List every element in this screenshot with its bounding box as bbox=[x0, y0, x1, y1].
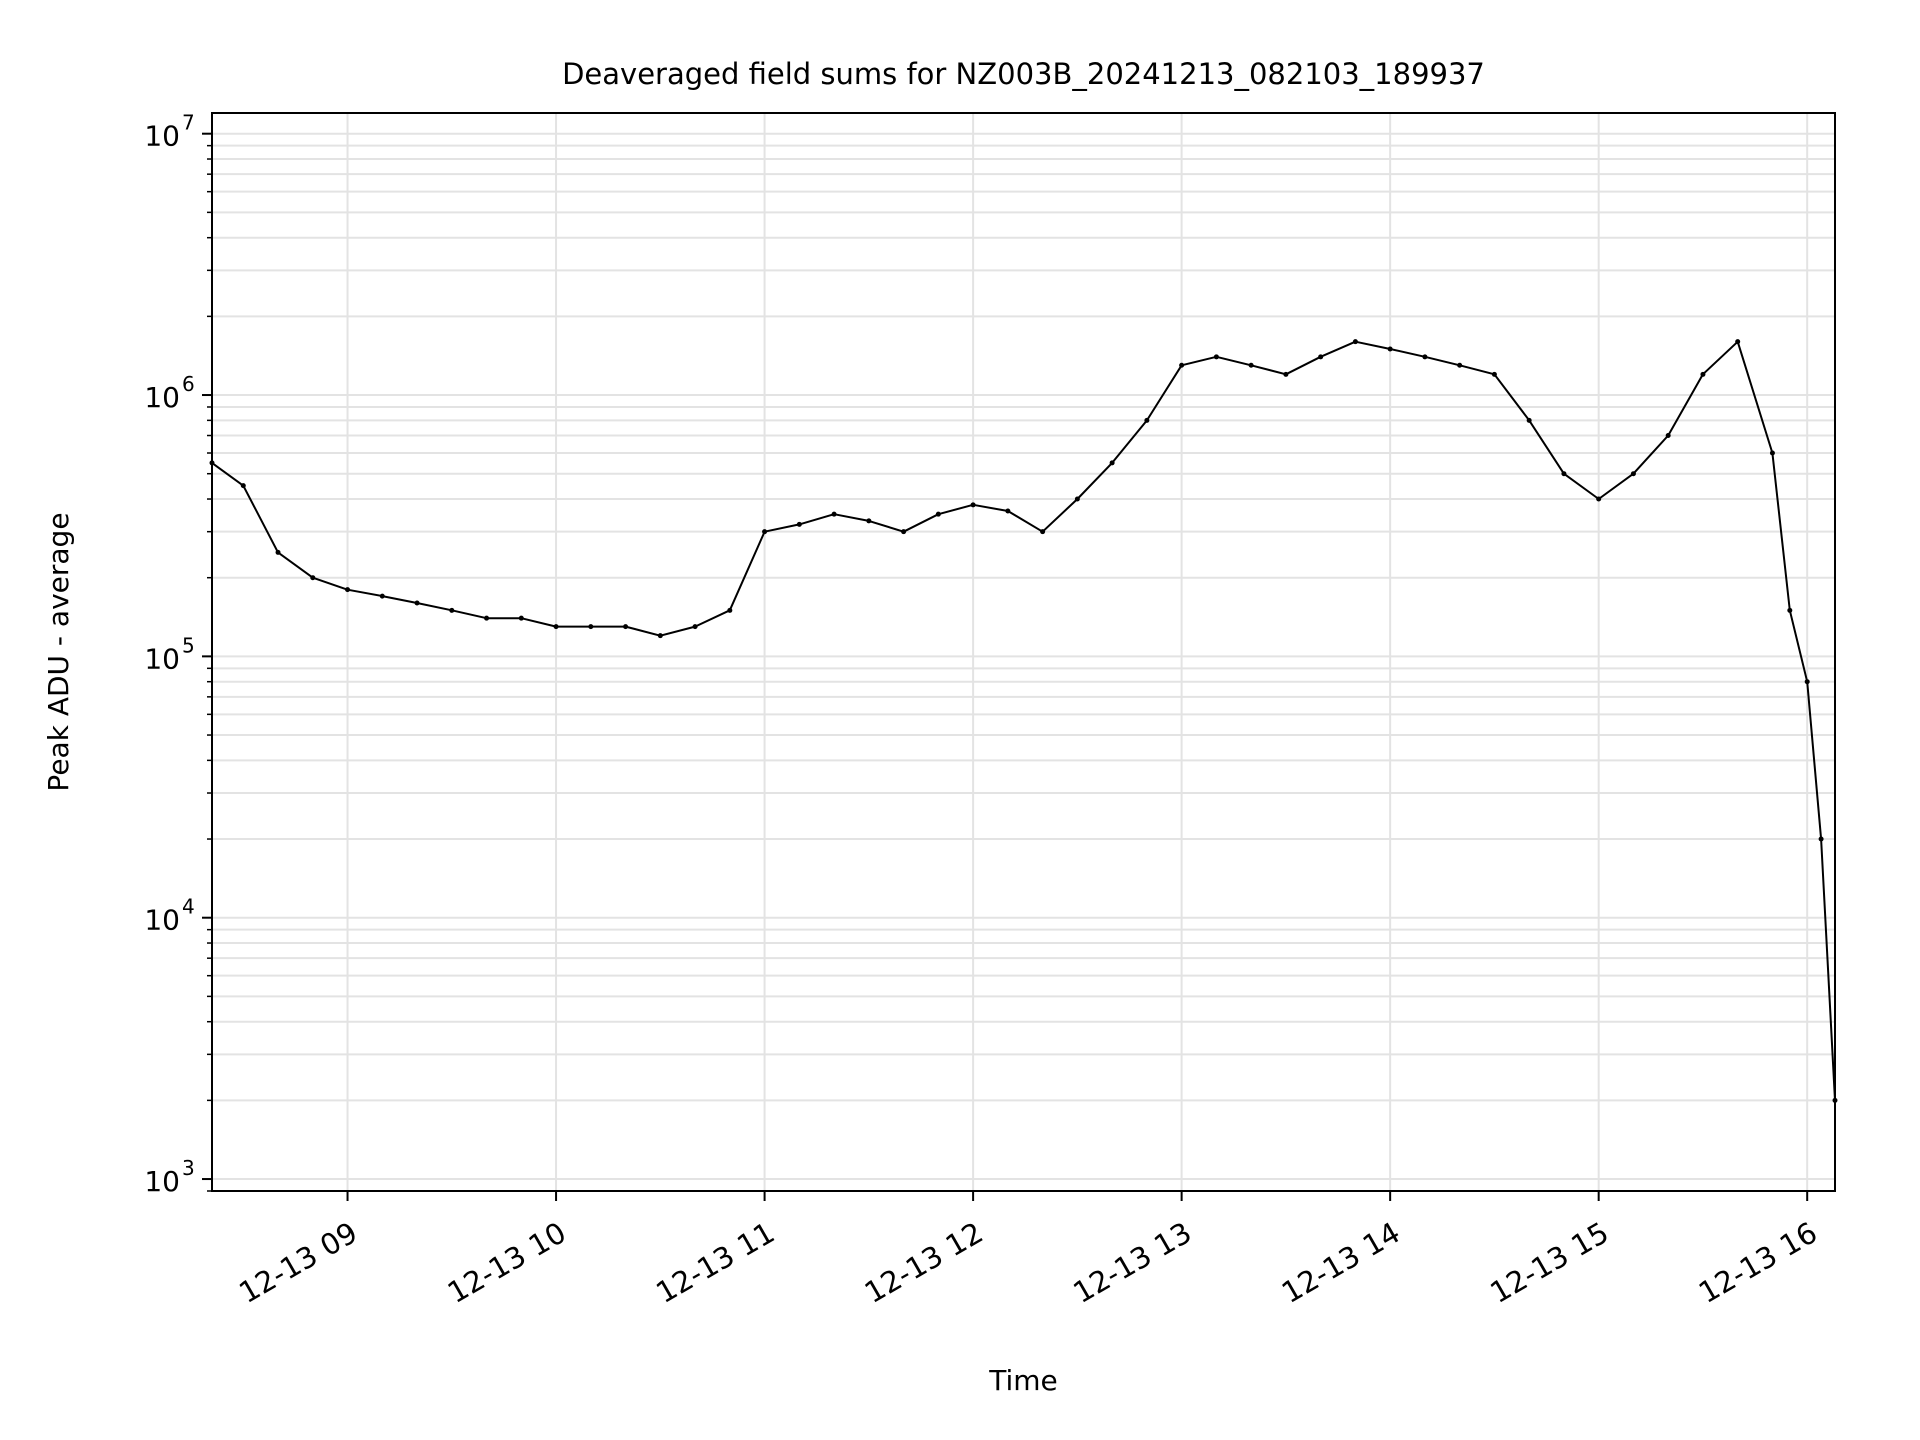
data-point bbox=[379, 593, 385, 599]
data-point bbox=[1457, 362, 1463, 368]
y-tick-exponent: 3 bbox=[182, 1156, 195, 1180]
data-point bbox=[1005, 508, 1011, 514]
data-point bbox=[275, 549, 281, 555]
data-point bbox=[1491, 371, 1497, 377]
chart-title: Deaveraged field sums for NZ003B_2024121… bbox=[562, 57, 1485, 91]
data-point bbox=[796, 521, 802, 527]
data-point bbox=[1422, 354, 1428, 360]
data-point bbox=[345, 587, 351, 593]
data-point bbox=[831, 511, 837, 517]
data-point bbox=[1630, 471, 1636, 477]
data-point bbox=[1804, 679, 1810, 685]
plot-area-frame bbox=[211, 112, 1836, 1192]
data-point bbox=[240, 483, 246, 489]
data-point bbox=[657, 633, 663, 639]
y-tick-label: 10 bbox=[144, 904, 180, 937]
data-point bbox=[1700, 371, 1706, 377]
data-point bbox=[970, 502, 976, 508]
data-point bbox=[1818, 836, 1824, 842]
data-point bbox=[1248, 362, 1254, 368]
data-point bbox=[1387, 346, 1393, 352]
data-point bbox=[310, 575, 316, 581]
data-point bbox=[692, 624, 698, 630]
series-line bbox=[211, 340, 1836, 1101]
data-point bbox=[1596, 496, 1602, 502]
data-point bbox=[553, 624, 559, 630]
data-point bbox=[762, 529, 768, 535]
y-tick-exponent: 5 bbox=[182, 633, 195, 657]
data-point bbox=[1526, 417, 1532, 423]
y-axis-label: Peak ADU - average bbox=[42, 512, 75, 791]
y-tick-exponent: 6 bbox=[182, 372, 195, 396]
data-point bbox=[588, 624, 594, 630]
data-point bbox=[1561, 471, 1567, 477]
data-point bbox=[1769, 450, 1775, 456]
y-tick-exponent: 4 bbox=[182, 895, 195, 919]
data-point bbox=[414, 600, 420, 606]
y-tick-exponent: 7 bbox=[182, 111, 195, 135]
grid-lines bbox=[212, 113, 1835, 1192]
data-point bbox=[449, 607, 455, 613]
y-tick-label: 10 bbox=[144, 120, 180, 153]
data-point bbox=[901, 529, 907, 535]
data-point bbox=[623, 624, 629, 630]
data-point bbox=[1074, 496, 1080, 502]
series-layer bbox=[209, 339, 1838, 1103]
data-point bbox=[1283, 371, 1289, 377]
data-point bbox=[1109, 460, 1115, 466]
data-point bbox=[1213, 354, 1219, 360]
data-point bbox=[1787, 607, 1793, 613]
data-point bbox=[1318, 354, 1324, 360]
data-point bbox=[1040, 529, 1046, 535]
data-point bbox=[1665, 433, 1671, 439]
data-point bbox=[727, 607, 733, 613]
x-axis-label: Time bbox=[988, 1364, 1058, 1397]
y-tick-label: 10 bbox=[144, 1165, 180, 1198]
y-tick-label: 10 bbox=[144, 381, 180, 414]
data-point bbox=[484, 615, 490, 621]
data-point bbox=[1179, 362, 1185, 368]
data-point bbox=[1735, 339, 1741, 345]
y-tick-label: 10 bbox=[144, 642, 180, 675]
data-point bbox=[935, 511, 941, 517]
data-point bbox=[866, 518, 872, 524]
data-point bbox=[1144, 417, 1150, 423]
data-point bbox=[1352, 339, 1358, 345]
data-point bbox=[518, 615, 524, 621]
